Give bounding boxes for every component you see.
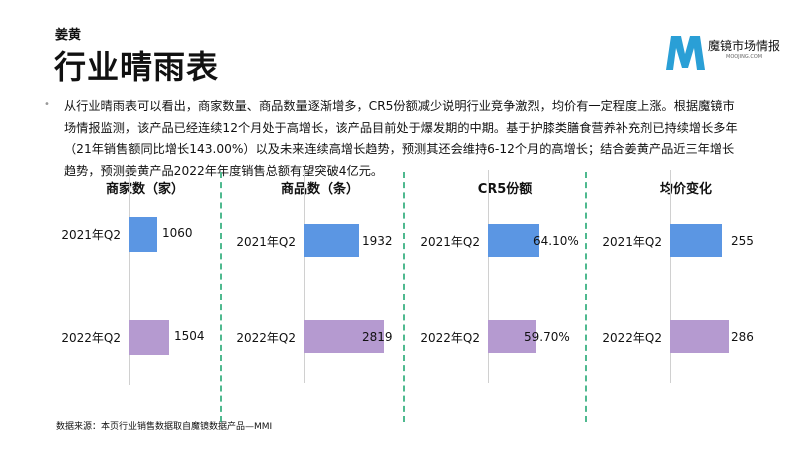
bar — [129, 217, 157, 252]
data-source-note: 数据来源：本页行业销售数据取自魔镜数据产品—MMI — [56, 422, 273, 432]
value-label: 1932 — [362, 234, 393, 248]
axis-line — [488, 170, 489, 383]
bullet-icon: • — [44, 99, 50, 110]
page-title: 行业晴雨表 — [54, 48, 220, 86]
category-label: 2022年Q2 — [236, 331, 296, 345]
bar — [670, 224, 722, 257]
panel-title: 商家数（家） — [105, 182, 184, 197]
panel-title: 商品数（条） — [280, 182, 359, 197]
category-name: 姜黄 — [55, 28, 82, 43]
value-label: 64.10% — [533, 234, 579, 248]
logo-subtext: MOOJING.COM — [726, 54, 763, 60]
axis-line — [670, 170, 671, 383]
category-label: 2021年Q2 — [602, 235, 662, 249]
category-label: 2021年Q2 — [61, 228, 121, 242]
axis-line — [129, 170, 130, 385]
logo-text: 魔镜市场情报 — [708, 39, 781, 53]
bar — [304, 320, 384, 353]
value-label: 2819 — [362, 330, 393, 344]
value-label: 1060 — [162, 226, 193, 240]
value-label: 286 — [731, 330, 754, 344]
divider — [585, 172, 587, 422]
bar — [670, 320, 729, 353]
category-label: 2022年Q2 — [61, 331, 121, 345]
moojing-logo-icon — [666, 36, 705, 70]
bar — [304, 224, 359, 257]
bar — [488, 224, 539, 257]
value-label: 1504 — [174, 329, 205, 343]
panel-title: CR5份额 — [477, 182, 533, 197]
value-label: 255 — [731, 234, 754, 248]
bar — [488, 320, 536, 353]
category-label: 2021年Q2 — [420, 235, 480, 249]
category-label: 2021年Q2 — [236, 235, 296, 249]
panel-title: 均价变化 — [659, 182, 712, 197]
category-label: 2022年Q2 — [420, 331, 480, 345]
axis-line — [304, 170, 305, 383]
divider — [403, 172, 405, 422]
category-label: 2022年Q2 — [602, 331, 662, 345]
value-label: 59.70% — [524, 330, 570, 344]
summary-text: 从行业晴雨表可以看出，商家数量、商品数量逐渐增多，CR5份额减少说明行业竞争激烈… — [64, 99, 738, 178]
bar — [129, 320, 169, 355]
divider — [220, 172, 222, 422]
